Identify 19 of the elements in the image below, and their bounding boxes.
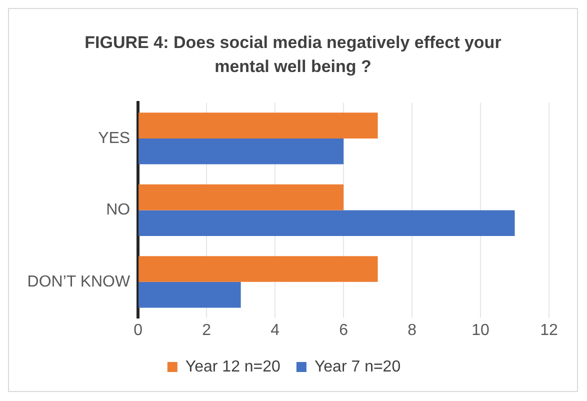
x-tick-label: 12 bbox=[540, 322, 558, 339]
bar bbox=[138, 210, 515, 236]
chart-title: FIGURE 4: Does social media negatively effect your mental well being ? bbox=[84, 32, 502, 78]
y-tick-label: YES bbox=[98, 130, 130, 147]
y-tick-label: NO bbox=[106, 202, 130, 219]
bar bbox=[138, 112, 378, 138]
x-tick-label: 6 bbox=[339, 322, 348, 339]
x-tick-label: 2 bbox=[202, 322, 212, 339]
bar bbox=[138, 256, 378, 282]
bar bbox=[138, 184, 344, 210]
x-tick-label: 4 bbox=[270, 322, 280, 339]
y-tick-label: DON’T KNOW bbox=[27, 273, 131, 290]
legend-label: Year 12 n=20 bbox=[185, 358, 281, 376]
x-tick-label: 8 bbox=[408, 322, 417, 339]
bar bbox=[138, 138, 344, 164]
x-tick-label: 0 bbox=[134, 322, 143, 339]
legend-label: Year 7 n=20 bbox=[314, 358, 401, 376]
bar bbox=[138, 282, 241, 308]
x-tick-label: 10 bbox=[472, 322, 490, 339]
